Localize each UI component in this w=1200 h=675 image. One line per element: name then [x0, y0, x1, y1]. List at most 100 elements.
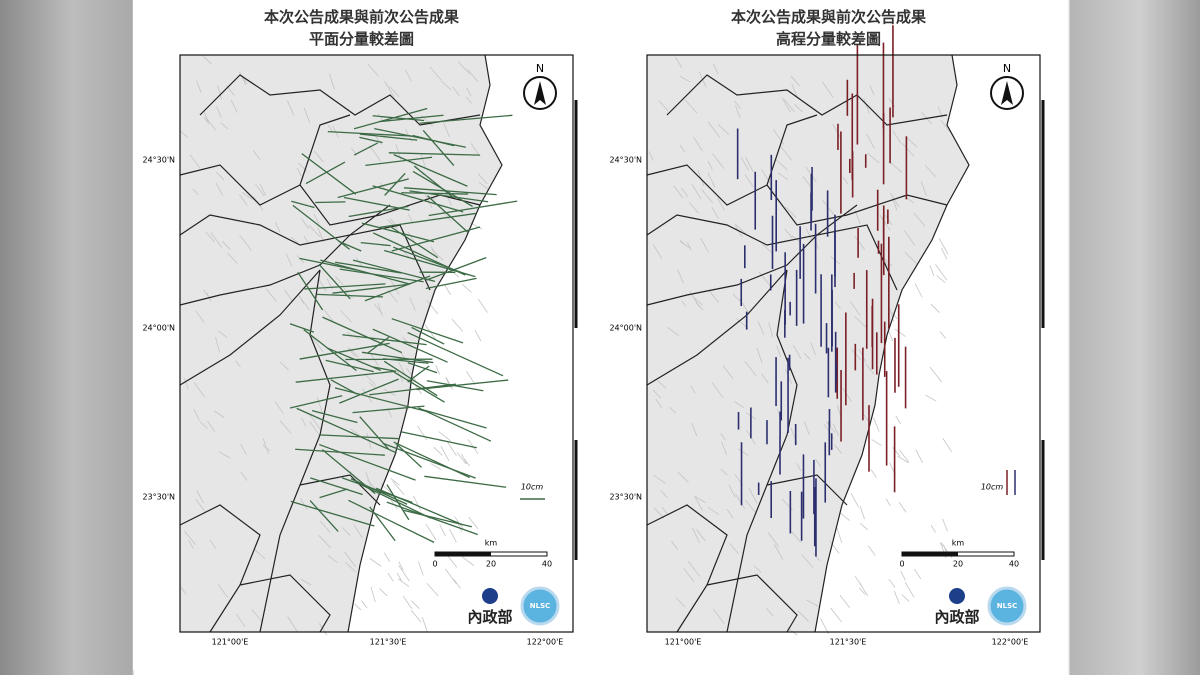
displacement-arrow	[330, 379, 358, 395]
displacement-arrow	[296, 407, 397, 454]
relief	[219, 451, 231, 459]
relief	[327, 554, 338, 563]
relief	[834, 444, 843, 454]
relief	[776, 345, 782, 358]
relief	[361, 600, 368, 609]
relief	[832, 124, 842, 139]
scale-tick-label: 0	[899, 560, 904, 569]
displacement-arrow	[343, 196, 410, 211]
relief	[756, 348, 763, 364]
relief	[344, 551, 356, 568]
displacement-arrow	[427, 195, 469, 234]
relief	[866, 133, 875, 149]
relief	[728, 484, 736, 498]
relief	[407, 213, 413, 223]
county-border	[646, 504, 728, 633]
relief	[298, 295, 310, 311]
relief	[287, 616, 298, 633]
relief	[420, 153, 426, 168]
relief	[738, 448, 749, 456]
relief	[265, 288, 277, 302]
displacement-arrow	[301, 153, 357, 195]
relief	[832, 423, 839, 436]
relief	[653, 475, 666, 484]
relief	[286, 100, 295, 116]
relief	[466, 370, 476, 386]
displacement-arrow	[359, 483, 431, 519]
relief	[207, 420, 215, 432]
relief	[404, 69, 413, 82]
relief	[183, 377, 189, 390]
relief	[389, 278, 400, 295]
relief	[236, 613, 246, 627]
displacement-arrow	[407, 331, 504, 377]
relief	[839, 594, 851, 609]
displacement-arrow	[372, 185, 464, 213]
relief	[712, 153, 725, 169]
displacement-arrow	[391, 226, 481, 252]
relief	[367, 63, 379, 77]
relief	[834, 301, 841, 309]
relief	[839, 512, 850, 521]
land	[647, 55, 969, 632]
relief	[402, 596, 413, 609]
relief	[465, 96, 472, 104]
relief	[387, 219, 398, 230]
displacement-arrow	[316, 293, 383, 298]
relief	[734, 223, 746, 234]
relief	[865, 363, 875, 375]
relief	[892, 130, 902, 144]
relief	[693, 297, 703, 306]
relief	[885, 498, 891, 507]
displacement-arrow	[339, 378, 399, 404]
relief	[688, 201, 699, 214]
relief	[317, 227, 325, 243]
logo-badge-text: NLSC	[997, 602, 1018, 610]
relief	[313, 150, 324, 163]
relief	[889, 161, 903, 173]
displacement-arrow	[401, 192, 469, 195]
relief	[813, 553, 820, 562]
relief	[230, 99, 238, 113]
relief	[262, 438, 269, 455]
relief	[748, 488, 758, 504]
relief	[890, 192, 900, 208]
displacement-arrow	[305, 161, 346, 185]
displacement-arrow	[386, 501, 478, 536]
relief	[202, 55, 213, 65]
relief	[456, 452, 467, 465]
displacement-arrow	[369, 506, 396, 542]
relief	[369, 145, 382, 162]
coastline	[814, 54, 970, 633]
relief	[859, 583, 869, 597]
relief	[214, 410, 225, 419]
relief	[850, 493, 860, 508]
relief	[453, 578, 461, 589]
displacement-arrow	[322, 316, 403, 354]
relief	[300, 498, 308, 510]
relief	[352, 523, 363, 539]
lat-label: 24°00'N	[609, 324, 642, 333]
lat-label: 24°00'N	[142, 324, 175, 333]
relief	[939, 331, 947, 339]
north-label: N	[536, 62, 544, 75]
displacement-arrow	[318, 263, 351, 300]
relief	[309, 421, 318, 434]
relief	[412, 495, 422, 511]
relief	[179, 586, 187, 595]
relief	[423, 192, 436, 201]
relief	[279, 420, 292, 434]
relief	[290, 236, 299, 244]
relief	[189, 154, 201, 169]
relief	[204, 112, 210, 125]
relief	[913, 568, 922, 580]
relief	[467, 69, 479, 82]
logo-badge	[520, 586, 560, 626]
relief	[851, 349, 861, 361]
relief	[687, 560, 701, 577]
relief	[406, 367, 417, 381]
relief	[803, 421, 810, 435]
relief	[251, 609, 264, 623]
relief	[354, 603, 362, 611]
county-border	[646, 269, 788, 386]
